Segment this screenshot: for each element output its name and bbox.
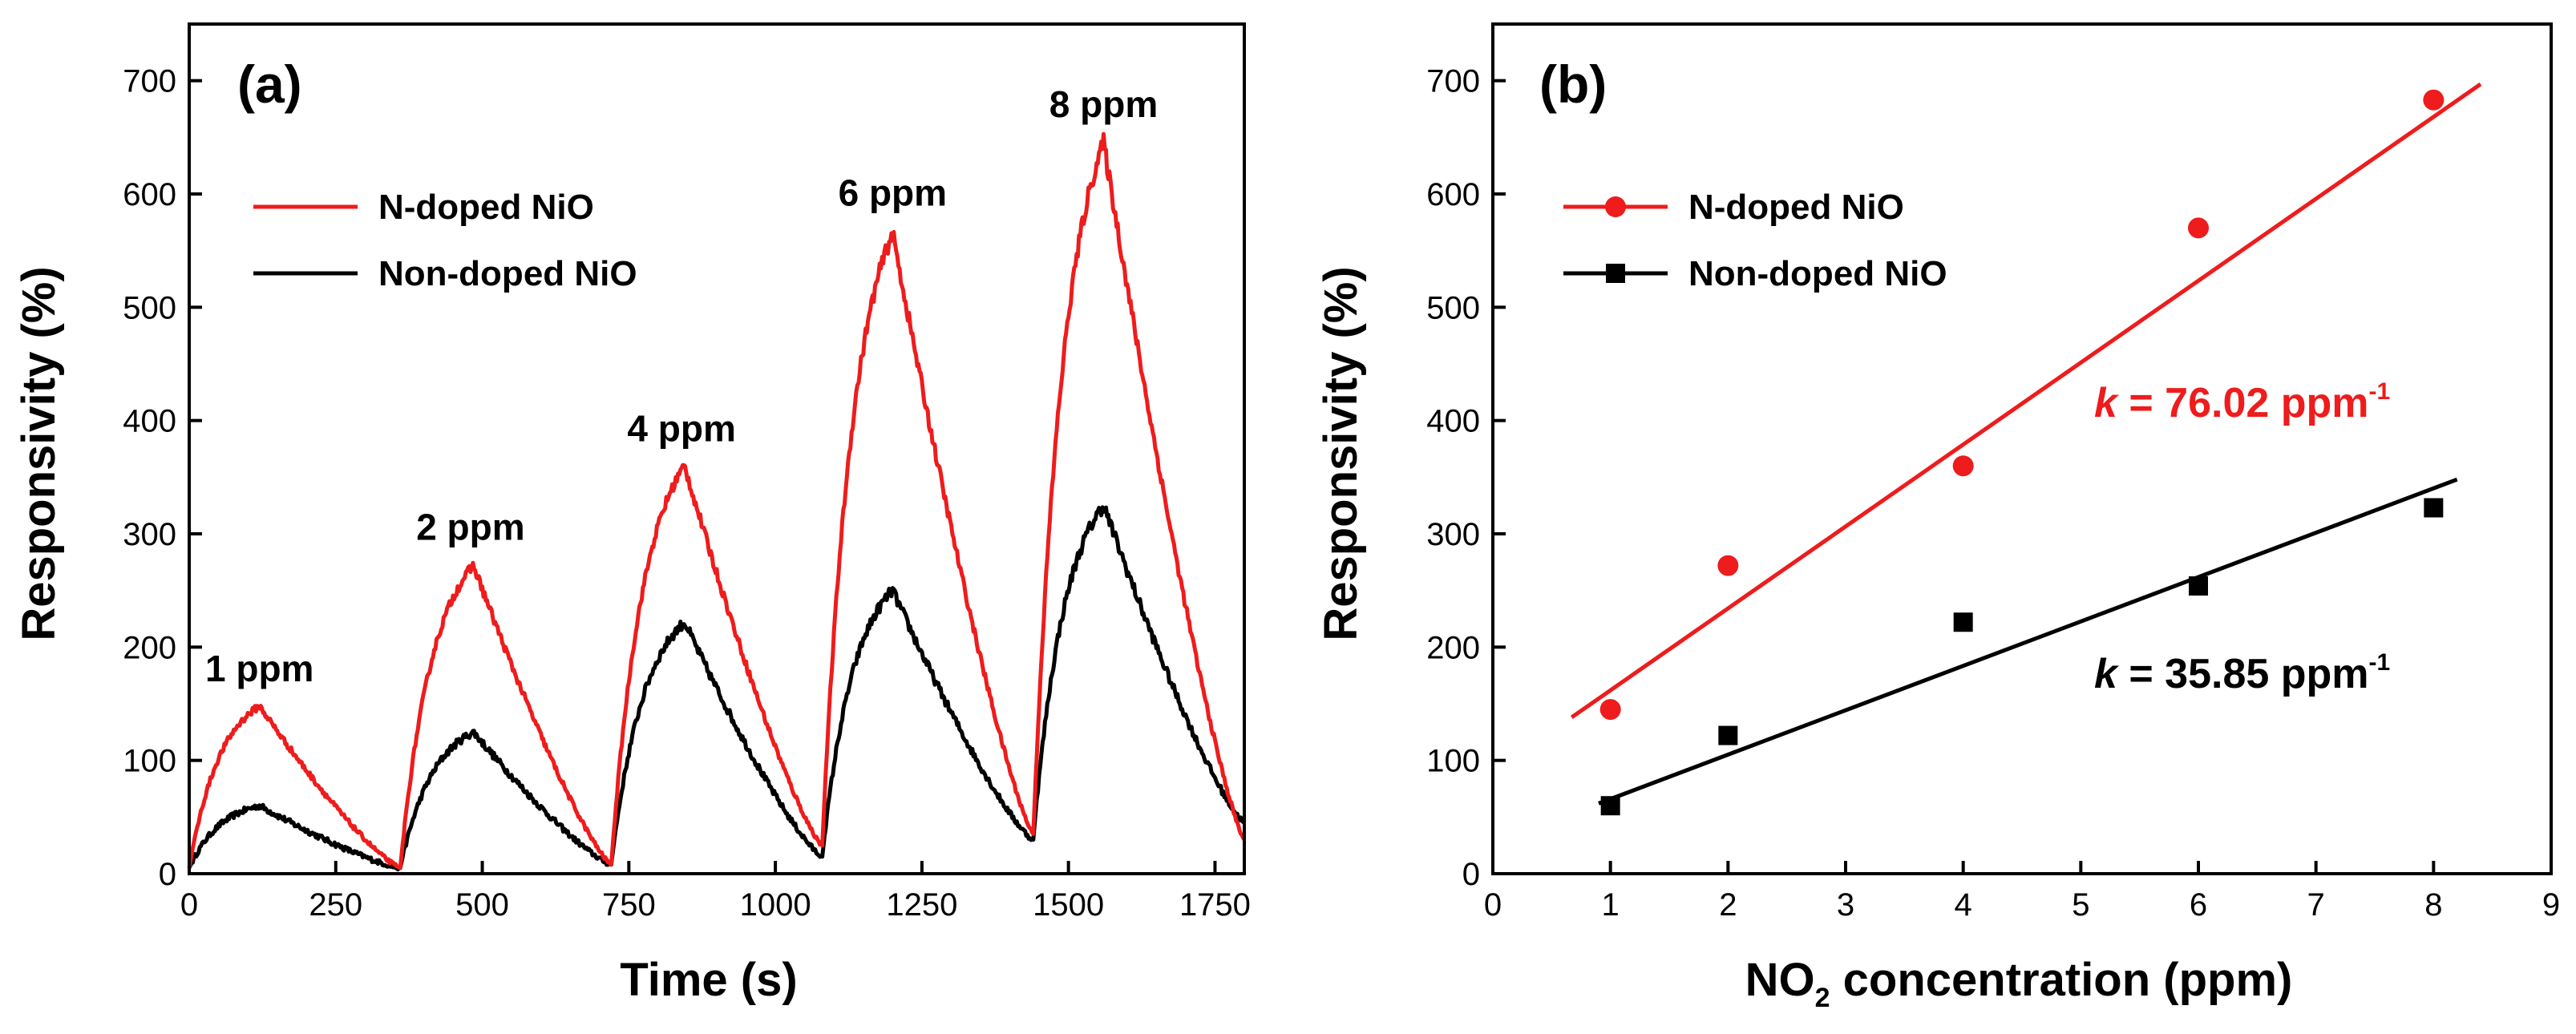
- y-tick-label: 700: [123, 64, 176, 99]
- y-tick-label: 600: [123, 177, 176, 212]
- series-n-doped-nio-line: [187, 131, 1247, 870]
- x-tick-label: 4: [1955, 887, 1972, 923]
- panel-a-ticks: 0 250 500 750 1000 1250 1500 1750 0 100 200 300 400 5…: [123, 64, 1251, 923]
- fit-line-n-doped: [1570, 82, 2482, 720]
- x-tick-label: 3: [1837, 887, 1854, 923]
- x-tick-label: 1: [1602, 887, 1620, 923]
- data-point-n-doped: [1599, 699, 1621, 721]
- x-tick-label: 250: [309, 887, 362, 923]
- panel-a-y-axis-title: Responsivity (%): [13, 266, 65, 640]
- data-point-non-doped: [1600, 796, 1620, 816]
- legend-a-n-doped-label: N-doped NiO: [378, 188, 594, 227]
- x-tick-label: 5: [2072, 887, 2089, 923]
- data-point-n-doped: [1717, 555, 1739, 576]
- y-tick-label: 0: [1462, 857, 1480, 892]
- data-point-non-doped: [1718, 725, 1738, 745]
- data-point-non-doped: [1953, 612, 1973, 632]
- x-tick-label: 0: [1484, 887, 1502, 923]
- panel-b-ticks: 0 1 2 3 4 5 6 7 8 9 0 100 200 300 400 500 600 700: [1426, 64, 2560, 923]
- legend-b-n-doped-label: N-doped NiO: [1688, 188, 1904, 227]
- series-non-doped-nio-line: [187, 505, 1246, 872]
- concentration-annotation: 1 ppm: [205, 648, 313, 689]
- x-tick-label: 1250: [886, 887, 957, 923]
- y-tick-label: 100: [123, 744, 176, 779]
- concentration-annotation: 4 ppm: [627, 407, 735, 449]
- y-tick-label: 500: [1426, 290, 1480, 325]
- panel-a-chart: (a) 0 250 500 750 1000 1250 1500 1750 0 100 200 300…: [13, 22, 1251, 1006]
- y-tick-label: 400: [123, 404, 176, 439]
- slope-label-n-doped: k = 76.02 ppm-1: [2094, 378, 2390, 426]
- panel-b-legend: N-doped NiO Non-doped NiO: [1563, 188, 1947, 293]
- legend-b-non-doped-label: Non-doped NiO: [1688, 254, 1947, 293]
- x-tick-label: 1500: [1033, 887, 1104, 923]
- legend-a-non-doped-label: Non-doped NiO: [378, 254, 637, 293]
- y-tick-label: 600: [1426, 177, 1480, 212]
- data-point-n-doped: [2423, 89, 2445, 111]
- x-tick-label: 1750: [1179, 887, 1251, 923]
- concentration-annotation: 8 ppm: [1049, 83, 1158, 125]
- panel-a-x-axis-title: Time (s): [620, 954, 797, 1006]
- y-tick-label: 300: [123, 517, 176, 552]
- x-tick-label: 2: [1719, 887, 1737, 923]
- concentration-annotation: 6 ppm: [839, 172, 947, 213]
- data-point-non-doped: [2424, 498, 2444, 518]
- x-tick-label: 500: [455, 887, 509, 923]
- y-tick-label: 500: [123, 290, 176, 325]
- y-tick-label: 0: [159, 857, 176, 892]
- data-point-non-doped: [2189, 576, 2208, 596]
- data-point-n-doped: [1952, 455, 1974, 477]
- panel-b-plot-frame: [1491, 22, 2553, 875]
- x-tick-label: 1000: [740, 887, 811, 923]
- y-tick-label: 300: [1426, 517, 1480, 552]
- y-tick-label: 200: [123, 630, 176, 665]
- y-tick-label: 100: [1426, 744, 1480, 779]
- panel-b-x-axis-title: NO2 concentration (ppm): [1745, 954, 2293, 1013]
- y-tick-label: 700: [1426, 64, 1480, 99]
- concentration-annotation: 2 ppm: [416, 506, 524, 547]
- x-tick-label: 8: [2424, 887, 2442, 923]
- panel-b-chart: (b) 0 1 2 3 4 5 6 7 8 9 0 100 200 300 400 500 600 700 N-d…: [1315, 22, 2560, 1013]
- panel-b-series: [1570, 82, 2482, 816]
- panel-a-series: [187, 131, 1247, 872]
- x-tick-label: 6: [2190, 887, 2207, 923]
- legend-b-n-doped-marker: [1605, 196, 1626, 217]
- fit-line-non-doped: [1598, 477, 2458, 806]
- legend-b-non-doped-marker: [1606, 264, 1625, 283]
- panel-a-plot-frame: [188, 22, 1246, 875]
- x-tick-label: 9: [2542, 887, 2560, 923]
- slope-label-non-doped: k = 35.85 ppm-1: [2094, 649, 2390, 697]
- panel-b-label: (b): [1539, 55, 1607, 114]
- y-tick-label: 200: [1426, 630, 1480, 665]
- x-tick-label: 0: [180, 887, 198, 923]
- panel-a-annotations: 1 ppm 2 ppm 4 ppm 6 ppm 8 ppm: [205, 83, 1158, 689]
- panel-b-y-axis-title: Responsivity (%): [1315, 266, 1367, 640]
- data-point-n-doped: [2188, 217, 2209, 239]
- panel-a-legend: N-doped NiO Non-doped NiO: [253, 188, 637, 293]
- x-tick-label: 7: [2307, 887, 2325, 923]
- panel-a-label: (a): [237, 55, 302, 114]
- x-tick-label: 750: [602, 887, 656, 923]
- y-tick-label: 400: [1426, 404, 1480, 439]
